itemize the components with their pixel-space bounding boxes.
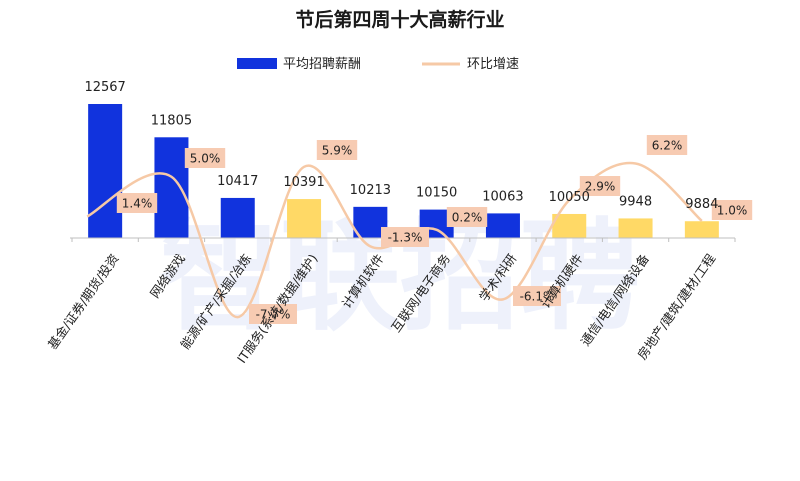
growth-label: 5.0% xyxy=(190,152,221,166)
growth-label: 5.9% xyxy=(322,144,353,158)
growth-label-box xyxy=(711,200,753,220)
growth-label: 0.2% xyxy=(452,211,483,225)
growth-label-box xyxy=(446,207,488,227)
growth-label: 1.0% xyxy=(717,204,748,218)
bar-value-label: 10063 xyxy=(482,189,523,204)
bar-value-label: 11805 xyxy=(151,113,192,128)
bar-value-labels: 12567 11805 10417 10391 10213 10150 10063 10050… xyxy=(84,80,718,212)
legend-label-salary: 平均招聘薪酬 xyxy=(283,57,361,72)
growth-label-box xyxy=(646,135,688,155)
bar xyxy=(220,197,255,238)
bar-value-label: 10050 xyxy=(549,190,590,205)
bar xyxy=(485,213,520,238)
bar-value-label: 10150 xyxy=(416,186,457,201)
growth-label: -7.7% xyxy=(256,308,291,322)
growth-label-box xyxy=(316,140,358,160)
growth-label-box xyxy=(249,304,297,324)
bar xyxy=(552,213,587,238)
bar xyxy=(88,104,123,238)
bar-value-label: 10213 xyxy=(350,183,391,198)
growth-label-box xyxy=(184,148,226,168)
bar-value-label: 10391 xyxy=(283,175,324,190)
bar xyxy=(618,218,653,238)
bar-value-label: 10417 xyxy=(217,174,258,189)
growth-label: 2.9% xyxy=(585,180,616,194)
legend: 平均招聘薪酬 环比增速 xyxy=(237,57,519,72)
bar-value-label: 9884 xyxy=(685,197,718,212)
bar-value-label: 12567 xyxy=(84,80,125,95)
chart-title: 节后第四周十大高薪行业 xyxy=(295,8,504,31)
growth-label-box xyxy=(116,193,158,213)
legend-swatch-salary xyxy=(237,58,277,69)
bar xyxy=(154,137,189,238)
bars xyxy=(88,104,719,238)
category-label: 基金/证券/期货/投资 xyxy=(45,251,122,352)
bar-value-label: 9948 xyxy=(619,194,652,209)
growth-label: 1.4% xyxy=(122,197,153,211)
growth-label: -1.3% xyxy=(388,231,423,245)
growth-label-box xyxy=(513,286,561,306)
category-label: 房地产/建筑/建材/工程 xyxy=(634,251,718,363)
growth-label-box xyxy=(579,176,621,196)
bar xyxy=(684,221,719,238)
bar xyxy=(287,199,322,238)
growth-label: 6.2% xyxy=(652,139,683,153)
growth-label: -6.1% xyxy=(520,290,555,304)
growth-labels: 1.4% 5.0% -7.7% 5.9% -1.3% 0.2% -6.1% 2.9% 6.2% 1… xyxy=(116,135,753,324)
legend-label-growth: 环比增速 xyxy=(467,57,519,72)
growth-label-box xyxy=(381,227,429,247)
